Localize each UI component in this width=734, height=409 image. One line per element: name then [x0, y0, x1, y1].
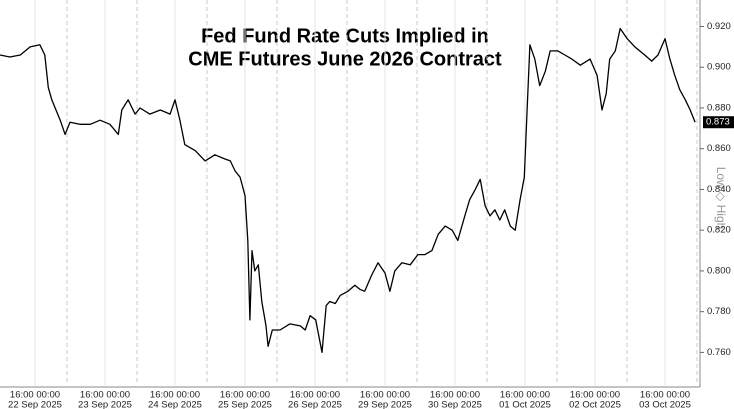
x-tick-label: 16:00 00:00: [10, 390, 60, 401]
x-tick-label: 16:00 00:00: [80, 390, 130, 401]
x-date-label: 25 Sep 2025: [218, 400, 272, 409]
y-tick-label: 0.840: [707, 184, 731, 195]
current-value-box: [703, 116, 734, 129]
y-tick-label: 0.860: [707, 143, 731, 154]
y-tick-label: 0.780: [707, 306, 731, 317]
x-tick-label: 16:00 00:00: [640, 390, 690, 401]
y-tick-label: 0.760: [707, 347, 731, 358]
chart-title: CME Futures June 2026 Contract: [188, 48, 502, 70]
chart-title: Fed Fund Rate Cuts Implied in: [201, 25, 489, 47]
x-tick-label: 16:00 00:00: [220, 390, 270, 401]
x-date-label: 22 Sep 2025: [8, 400, 62, 409]
current-value-label: 0.873: [706, 117, 730, 128]
series-line: [0, 27, 696, 354]
x-tick-label: 16:00 00:00: [360, 390, 410, 401]
x-date-label: 24 Sep 2025: [148, 400, 202, 409]
x-tick-label: 16:00 00:00: [290, 390, 340, 401]
y-tick-label: 0.900: [707, 62, 731, 73]
y-tick-label: 0.880: [707, 102, 731, 113]
x-date-label: 30 Sep 2025: [428, 400, 482, 409]
x-tick-label: 16:00 00:00: [500, 390, 550, 401]
x-date-label: 26 Sep 2025: [288, 400, 342, 409]
x-tick-label: 16:00 00:00: [570, 390, 620, 401]
x-tick-label: 16:00 00:00: [430, 390, 480, 401]
x-date-label: 23 Sep 2025: [78, 400, 132, 409]
y-tick-label: 0.800: [707, 265, 731, 276]
x-tick-label: 16:00 00:00: [150, 390, 200, 401]
side-label: Low ◇ High: [714, 167, 728, 230]
x-date-label: 29 Sep 2025: [358, 400, 412, 409]
y-tick-label: 0.820: [707, 225, 731, 236]
x-date-label: 02 Oct 2025: [569, 400, 621, 409]
y-tick-label: 0.920: [707, 21, 731, 32]
x-date-label: 03 Oct 2025: [639, 400, 691, 409]
x-date-label: 01 Oct 2025: [499, 400, 551, 409]
